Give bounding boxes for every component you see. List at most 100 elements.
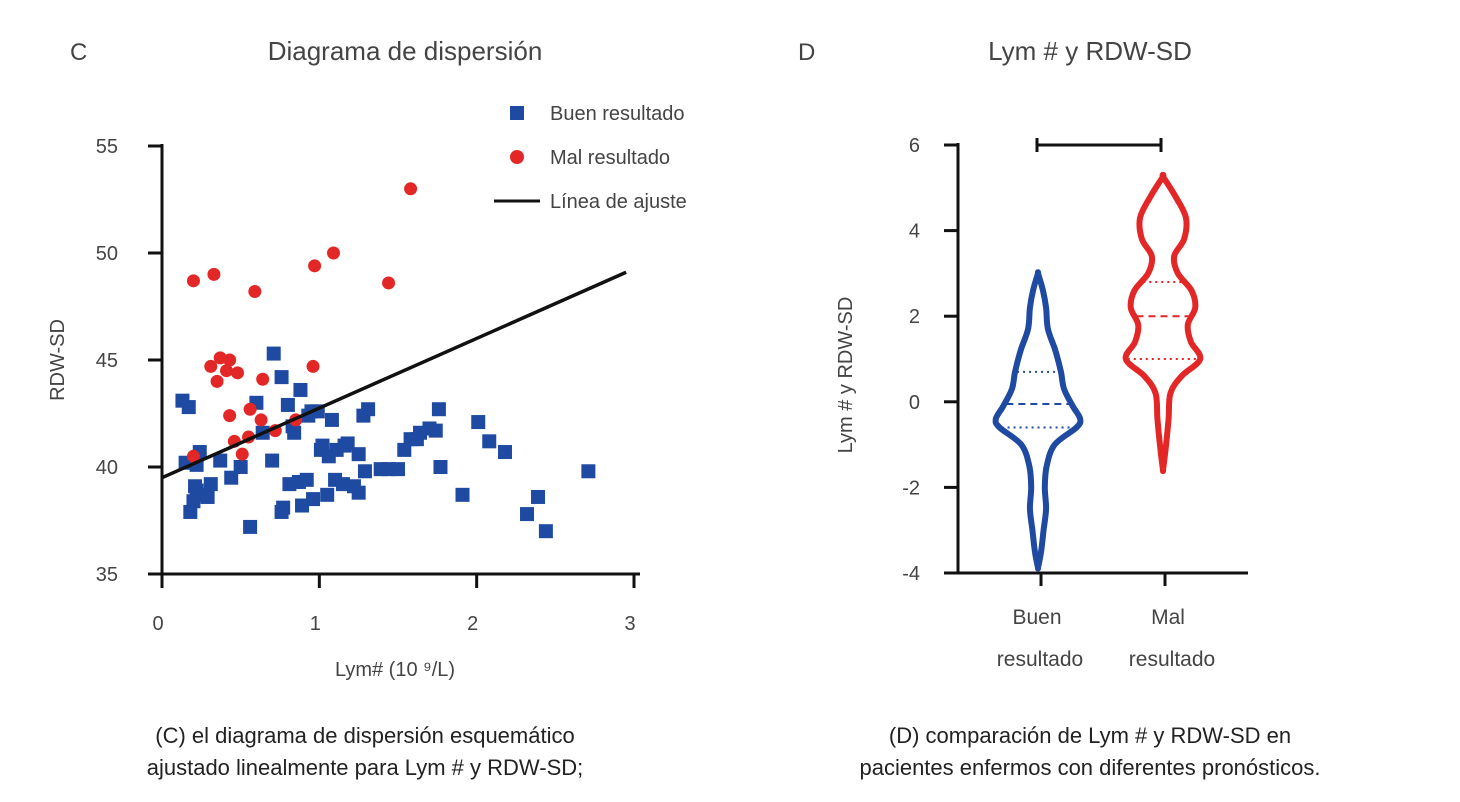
legend-label-bad: Mal resultado bbox=[550, 147, 670, 169]
scatter-point-good bbox=[265, 453, 280, 468]
scatter-point-bad bbox=[308, 259, 322, 273]
scatter-point-good bbox=[306, 492, 321, 507]
panel-letter-c: C bbox=[70, 39, 87, 66]
scatter-point-bad bbox=[326, 246, 340, 260]
scatter-x-tick-label: 2 bbox=[467, 613, 478, 635]
scatter-y-tick-label: 55 bbox=[96, 136, 118, 158]
scatter-point-good bbox=[233, 460, 248, 474]
scatter-point-good bbox=[324, 412, 339, 427]
scatter-point-bad bbox=[223, 409, 237, 423]
scatter-y-tick-label: 40 bbox=[96, 457, 118, 479]
panel-letter-d: D bbox=[798, 39, 815, 66]
scatter-point-bad bbox=[186, 274, 200, 288]
scatter-title: Diagrama de dispersión bbox=[268, 36, 543, 66]
violin-y-label: Lym # y RDW-SD bbox=[835, 297, 857, 454]
scatter-point-bad bbox=[382, 276, 396, 290]
scatter-point-good bbox=[351, 447, 366, 462]
violin-bad bbox=[1122, 171, 1204, 475]
scatter-point-good bbox=[531, 489, 546, 504]
scatter-point-good bbox=[471, 415, 486, 430]
legend-label-fit: Línea de ajuste bbox=[550, 191, 687, 213]
violin-title: Lym # y RDW-SD bbox=[988, 36, 1192, 66]
scatter-point-bad bbox=[207, 267, 221, 281]
caption-c: (C) el diagrama de dispersión esquemátic… bbox=[40, 720, 690, 784]
fit-line bbox=[161, 270, 627, 480]
scatter-point-good bbox=[266, 346, 281, 361]
scatter-point-good bbox=[181, 400, 196, 415]
scatter-point-bad bbox=[223, 353, 237, 367]
scatter-point-good bbox=[320, 487, 335, 502]
scatter-x-tick-label: 0 bbox=[152, 613, 163, 635]
scatter-y-tick-label: 50 bbox=[96, 243, 118, 265]
scatter-point-bad bbox=[256, 372, 270, 386]
scatter-point-bad bbox=[248, 285, 262, 299]
scatter-point-good bbox=[361, 402, 376, 417]
scatter-point-good bbox=[280, 397, 295, 412]
scatter-point-good bbox=[431, 402, 446, 417]
scatter-point-good bbox=[357, 464, 372, 479]
scatter-point-good bbox=[243, 519, 258, 534]
caption-d-line2: pacientes enfermos con diferentes pronós… bbox=[859, 755, 1321, 780]
legend-swatch-bad bbox=[510, 150, 524, 164]
scatter-point-good bbox=[315, 438, 330, 453]
scatter-x-tick-label: 1 bbox=[310, 613, 321, 635]
category-label-bad-line2: resultado bbox=[1129, 648, 1215, 671]
legend-swatch-good bbox=[510, 106, 524, 120]
scatter-y-tick-label: 35 bbox=[96, 564, 118, 586]
scatter-point-good bbox=[581, 464, 596, 479]
scatter-point-good bbox=[391, 462, 405, 477]
scatter-ticks: 35 40 45 50 55 0 1 2 3 bbox=[96, 136, 636, 635]
scatter-point-good bbox=[299, 472, 314, 487]
scatter-point-good bbox=[213, 453, 228, 468]
category-label-bad-line1: Mal bbox=[1151, 606, 1185, 629]
scatter-point-bad bbox=[186, 449, 200, 463]
violin-good bbox=[992, 269, 1084, 572]
caption-d: (D) comparación de Lym # y RDW-SD en pac… bbox=[760, 720, 1420, 784]
scatter-point-bad bbox=[404, 182, 418, 196]
scatter-y-label: RDW-SD bbox=[47, 319, 69, 401]
category-label-good-line2: resultado bbox=[997, 648, 1083, 671]
scatter-point-good bbox=[183, 504, 198, 519]
scatter-y-tick-label: 45 bbox=[96, 350, 118, 372]
scatter-legend: Buen resultado Mal resultado Línea de aj… bbox=[494, 103, 687, 213]
violin-y-tick-label: 2 bbox=[909, 306, 920, 328]
scatter-point-good bbox=[455, 487, 470, 502]
scatter-point-good bbox=[482, 434, 497, 449]
scatter-point-bad bbox=[231, 366, 245, 380]
scatter-x-tick-label: 3 bbox=[624, 613, 635, 635]
violin-y-tick-label: 0 bbox=[909, 392, 920, 414]
scatter-x-label: Lym# (10 ⁹/L) bbox=[335, 659, 455, 681]
category-label-good-line1: Buen bbox=[1012, 606, 1061, 629]
scatter-point-good bbox=[428, 423, 443, 438]
scatter-point-bad bbox=[306, 359, 320, 373]
scatter-point-good bbox=[203, 477, 218, 492]
scatter-point-good bbox=[340, 436, 355, 451]
scatter-point-good bbox=[497, 445, 512, 460]
scatter-point-bad bbox=[243, 402, 257, 416]
scatter-point-bad bbox=[210, 374, 224, 388]
scatter-point-bad bbox=[204, 359, 218, 373]
scatter-point-good bbox=[295, 498, 310, 513]
caption-c-line1: (C) el diagrama de dispersión esquemátic… bbox=[155, 723, 575, 748]
scatter-point-good bbox=[520, 507, 535, 522]
caption-d-line1: (D) comparación de Lym # y RDW-SD en bbox=[888, 723, 1292, 748]
violins bbox=[992, 171, 1204, 572]
scatter-point-bad bbox=[235, 447, 249, 461]
violin-y-tick-label: 4 bbox=[909, 221, 920, 243]
scatter-panel: C Diagrama de dispersión Buen resultado … bbox=[47, 36, 687, 681]
scatter-point-good bbox=[397, 442, 412, 457]
scatter-point-good bbox=[538, 524, 553, 539]
scatter-points bbox=[175, 182, 596, 539]
caption-c-line2: ajustado linealmente para Lym # y RDW-SD… bbox=[146, 755, 584, 780]
legend-label-good: Buen resultado bbox=[550, 103, 685, 125]
scatter-point-bad bbox=[220, 364, 234, 378]
scatter-point-good bbox=[293, 382, 308, 397]
significance-bracket bbox=[1035, 138, 1163, 152]
violin-y-tick-label: 6 bbox=[909, 135, 920, 157]
scatter-point-good bbox=[276, 500, 291, 515]
scatter-point-good bbox=[224, 470, 239, 485]
scatter-point-bad bbox=[254, 413, 268, 427]
scatter-point-good bbox=[335, 477, 350, 492]
violin-ticks: -4 -2 0 2 4 6 bbox=[902, 135, 958, 585]
